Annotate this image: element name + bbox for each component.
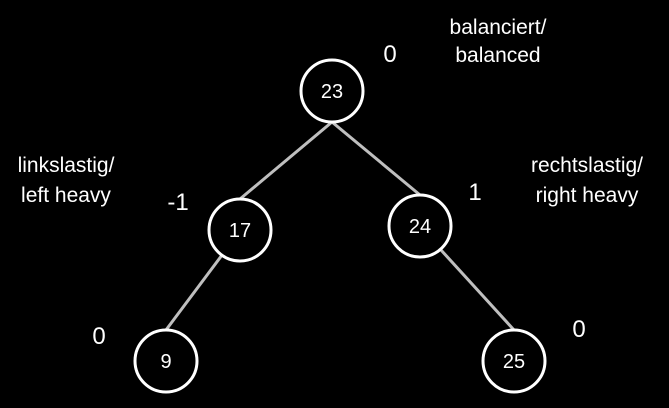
tree-node-9: 9 [133,328,199,394]
annotation-line: left heavy [21,184,111,207]
balance-factor-23: 0 [383,41,396,68]
tree-node-25: 25 [481,328,547,394]
annotation-line: balanced [455,44,540,67]
annotation-line: right heavy [536,184,639,207]
tree-node-23: 23 [299,58,365,124]
balance-factor-17: -1 [167,189,188,216]
tree-node-17: 17 [207,197,273,263]
annotation-line: linkslastig/ [18,154,115,177]
node-value: 23 [321,81,343,103]
balance-factor-24: 1 [468,179,481,206]
annotation-balanced: balanciert/ balanced [450,16,547,67]
annotation-line: rechtslastig/ [531,154,643,177]
annotation-right-heavy: rechtslastig/ right heavy [531,154,643,207]
balance-factor-25: 0 [572,316,585,343]
node-value: 9 [160,351,171,373]
edge-23-24 [331,120,421,197]
node-value: 17 [229,220,251,242]
node-value: 24 [409,216,431,238]
annotation-line: balanciert/ [450,16,547,39]
balance-factor-9: 0 [92,323,105,350]
edge-23-17 [239,120,333,201]
tree-node-24: 24 [387,193,453,259]
node-value: 25 [503,351,525,373]
annotation-left-heavy: linkslastig/ left heavy [18,154,115,207]
